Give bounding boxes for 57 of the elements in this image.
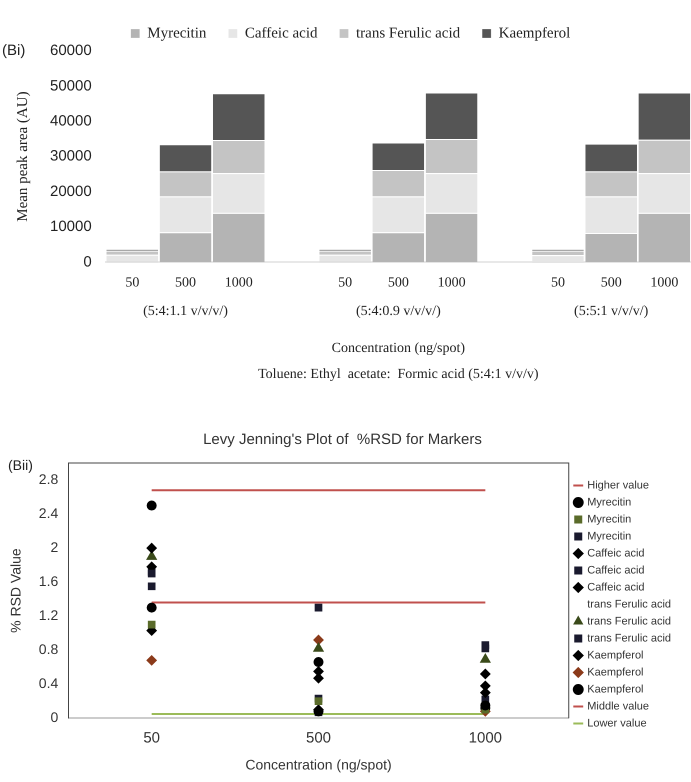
x-tick-label: 500 xyxy=(388,275,409,290)
legend-label: Kaempferol xyxy=(587,666,644,679)
y-tick-label: 2.4 xyxy=(38,504,58,521)
x-axis-title: Concentration (ng/spot) xyxy=(245,756,392,772)
y-tick-label: 1.2 xyxy=(38,606,58,623)
y-tick-label: 2.8 xyxy=(38,470,58,487)
legend-label: Caffeic acid xyxy=(587,582,645,594)
legend-label: trans Ferulic acid xyxy=(587,632,672,645)
y-tick-label: 20000 xyxy=(50,182,92,200)
y-tick-label: 0.8 xyxy=(38,641,58,658)
y-tick-label: 2 xyxy=(50,538,58,555)
text: (Bi) xyxy=(2,42,26,60)
legend-label: trans Ferulic acid xyxy=(587,616,672,628)
text: Toluene: Ethyl acetate: Formic acid (5:4:1 v/v/v) xyxy=(258,366,539,382)
x-tick-label: 50 xyxy=(143,729,160,746)
legend-label: Myrecitin xyxy=(587,514,632,526)
legend-label: Lower value xyxy=(587,718,647,730)
y-tick-label: 60000 xyxy=(50,42,92,60)
x-axis-title: Concentration (ng/spot) xyxy=(332,340,466,356)
chart-title: Levy Jenning's Plot of %RSD for Markers xyxy=(203,431,482,448)
x-tick-label: 50 xyxy=(550,275,565,290)
x-tick-label: 50 xyxy=(125,275,140,290)
y-tick-label: 30000 xyxy=(50,148,92,165)
legend-label: Kaempferol xyxy=(587,650,644,662)
y-tick-label: 0 xyxy=(50,709,58,726)
y-tick-label: 40000 xyxy=(50,112,92,130)
x-tick-label: 1000 xyxy=(224,275,253,290)
legend-label: Kaempferol xyxy=(587,684,644,696)
y-axis-title: % RSD Value xyxy=(7,548,24,633)
y-tick-label: 0 xyxy=(83,253,92,270)
x-tick-label: 50 xyxy=(338,275,352,290)
legend-label: Myrecitin xyxy=(587,496,632,509)
y-tick-label: 0.4 xyxy=(38,675,58,692)
x-tick-label: 500 xyxy=(600,275,622,290)
x-tick-label: 500 xyxy=(306,729,332,746)
legend-label: Higher value xyxy=(587,480,650,492)
x-tick-label: 1000 xyxy=(468,729,502,746)
text: trans Ferulic acid xyxy=(587,598,672,611)
legend-label: Caffeic acid xyxy=(587,564,645,577)
y-tick-label: 50000 xyxy=(50,77,92,94)
text: (Bii) xyxy=(8,456,33,473)
legend-label: Middle value xyxy=(587,700,650,713)
y-axis-title: Mean peak area (AU) xyxy=(14,91,31,222)
x-tick-label: 1000 xyxy=(650,275,678,290)
y-tick-label: 1.6 xyxy=(38,572,58,589)
x-tick-label: 1000 xyxy=(438,275,466,290)
text: (5:5:1 v/v/v/) xyxy=(574,304,649,319)
legend-label: Caffeic acid xyxy=(587,548,645,560)
legend-label: Myrecitin xyxy=(587,530,632,543)
x-tick-label: 500 xyxy=(175,275,196,290)
text: (5:4:0.9 v/v/v/) xyxy=(356,304,442,319)
legend-label: Caffeic acid xyxy=(244,25,318,42)
legend-label: trans Ferulic acid xyxy=(356,25,461,42)
y-tick-label: 10000 xyxy=(50,218,92,236)
legend-label: Myrecitin xyxy=(147,25,207,42)
text: (5:4:1.1 v/v/v/) xyxy=(143,304,228,319)
legend-label: Kaempferol xyxy=(498,25,570,42)
